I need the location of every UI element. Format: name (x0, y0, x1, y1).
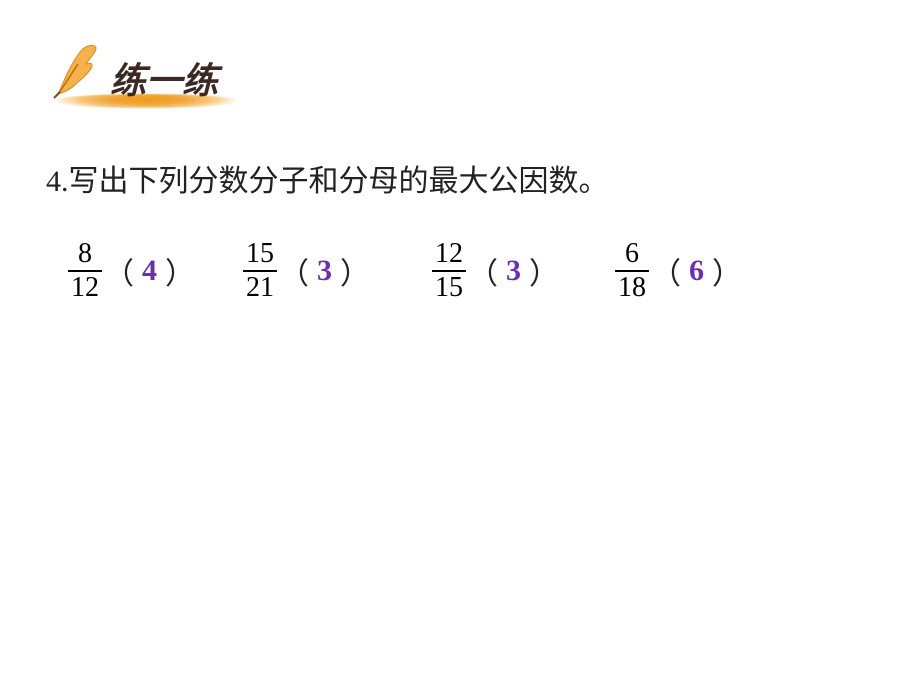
paren-open: （ (102, 249, 136, 293)
paren-open: （ (466, 249, 500, 293)
fraction-item: 15 21 （ 3 ） (243, 240, 372, 302)
answer: 3 (311, 254, 338, 288)
paren-close: ） (163, 249, 197, 293)
header-title: 练一练 (110, 52, 218, 104)
denominator: 18 (615, 272, 649, 302)
answer: 4 (136, 254, 163, 288)
fraction-item: 8 12 （ 4 ） (68, 240, 197, 302)
answer: 3 (500, 254, 527, 288)
numerator: 8 (75, 240, 95, 270)
denominator: 21 (243, 272, 277, 302)
fraction: 6 18 (615, 240, 649, 302)
fraction-item: 6 18 （ 6 ） (615, 240, 744, 302)
denominator: 12 (68, 272, 102, 302)
paren-open: （ (277, 249, 311, 293)
page-root: 练一练 4.写出下列分数分子和分母的最大公因数。 8 12 （ 4 ） 15 2… (0, 0, 920, 690)
numerator: 6 (622, 240, 642, 270)
denominator: 15 (432, 272, 466, 302)
paren-close: ） (710, 249, 744, 293)
section-header: 练一练 (40, 44, 270, 114)
fraction-item: 12 15 （ 3 ） (432, 240, 561, 302)
fractions-row: 8 12 （ 4 ） 15 21 （ 3 ） 12 15 (68, 240, 888, 302)
answer: 6 (683, 254, 710, 288)
paren-close: ） (338, 249, 372, 293)
fraction: 15 21 (243, 240, 277, 302)
numerator: 15 (243, 240, 277, 270)
numerator: 12 (432, 240, 466, 270)
fraction: 12 15 (432, 240, 466, 302)
fraction: 8 12 (68, 240, 102, 302)
instruction-text: 4.写出下列分数分子和分母的最大公因数。 (46, 156, 609, 200)
paren-close: ） (527, 249, 561, 293)
paren-open: （ (649, 249, 683, 293)
